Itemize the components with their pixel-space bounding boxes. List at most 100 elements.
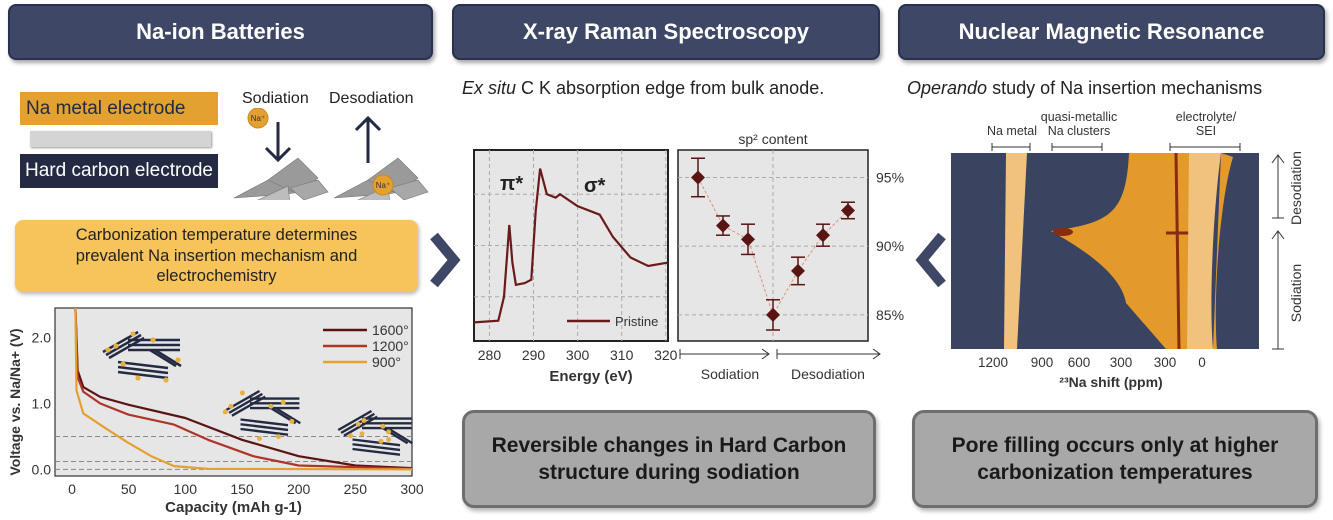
- x-tick-label: 280: [478, 347, 502, 363]
- diamond-marker: [816, 228, 830, 243]
- x-tick-label: 900: [1031, 355, 1054, 370]
- arrow-down-icon: [264, 122, 292, 163]
- header-na-ion-batteries: Na-ion Batteries: [8, 4, 433, 60]
- hard-carbon-cluster-icon: [102, 330, 182, 383]
- desodiation-label: Desodiation: [329, 90, 414, 107]
- diamond-marker: [741, 232, 755, 247]
- sodiation-arrow: [1271, 230, 1285, 350]
- x-tick-label: 1200: [978, 355, 1008, 370]
- separator: [30, 131, 211, 147]
- na-metal-electrode: Na metal electrode: [20, 92, 218, 125]
- desodiation-arrow: [1271, 154, 1285, 219]
- header-x-ray-raman: X-ray Raman Spectroscopy: [452, 4, 880, 60]
- x-tick-label: 300: [1110, 355, 1133, 370]
- hard-carbon-cluster-icon: [337, 409, 413, 456]
- voltage-capacity-chart: 1600°1200°900° 0 50 100 150 200 250 300 0.0 1.0 2.…: [7, 307, 424, 516]
- chevron-left-icon: [915, 232, 946, 288]
- series-line-900: [74, 307, 413, 471]
- sodiation-schematic: Na⁺ Na⁺: [233, 108, 429, 200]
- x-axis-label: Energy (eV): [549, 368, 632, 385]
- sodiation-label: Sodiation: [1288, 264, 1304, 322]
- x-tick-label: 300: [400, 481, 424, 497]
- sp2-content-chart: sp² content 95% 90% 85% Sodiation Desodiation: [677, 131, 904, 382]
- legend-label: 1200°: [372, 338, 409, 354]
- x-tick-label: 50: [121, 481, 137, 497]
- electrolyte-edge-band: [1213, 153, 1233, 349]
- x-tick-label: 0: [1198, 355, 1206, 370]
- x-tick-label: 320: [654, 347, 678, 363]
- svg-text:SEI: SEI: [1196, 124, 1216, 138]
- svg-text:Na clusters: Na clusters: [1048, 124, 1111, 138]
- data-point: [816, 223, 830, 247]
- svg-text:Na metal: Na metal: [987, 124, 1037, 138]
- sodium-ion-icon: Na⁺: [372, 174, 394, 196]
- spectrum-line: [473, 168, 669, 324]
- data-point: [791, 256, 805, 286]
- x-tick-label: 250: [344, 481, 368, 497]
- quasi-metallic-signal: [1051, 153, 1191, 349]
- svg-text:Na⁺: Na⁺: [251, 114, 265, 123]
- desodiation-arrow: [776, 348, 881, 360]
- x-axis-label: Capacity (mAh g-1): [165, 499, 302, 516]
- x-tick-label: 0: [68, 481, 76, 497]
- data-point: [841, 201, 855, 220]
- diamond-marker: [841, 203, 855, 218]
- sodiation-arrow: [679, 348, 770, 360]
- data-point: [741, 223, 755, 256]
- x-tick-label: 200: [287, 481, 311, 497]
- x-axis-label: ²³Na shift (ppm): [1059, 374, 1162, 390]
- pi-star-annotation: π*: [500, 173, 523, 195]
- diamond-marker: [791, 263, 805, 278]
- y-tick-label: 90%: [876, 238, 904, 254]
- data-point: [716, 215, 730, 236]
- legend-label: Pristine: [615, 314, 658, 329]
- diamond-marker: [716, 218, 730, 233]
- right-conclusion: Pore filling occurs only at higher carbo…: [912, 410, 1318, 508]
- y-tick-label: 85%: [876, 307, 904, 323]
- middle-conclusion: Reversible changes in Hard Carbon struct…: [462, 410, 876, 508]
- y-tick-label: 1.0: [32, 396, 52, 412]
- electrolyte-sei-label: electrolyte/SEI: [1169, 110, 1241, 151]
- svg-text:quasi-metallic: quasi-metallic: [1041, 110, 1117, 124]
- y-tick-label: 95%: [876, 169, 904, 185]
- sodiation-label: Sodiation: [701, 366, 759, 382]
- data-point: [766, 299, 780, 331]
- cluster-peak: [1053, 228, 1073, 236]
- sigma-star-annotation: σ*: [584, 175, 606, 197]
- legend-label: 900°: [372, 354, 401, 370]
- y-tick-label: 2.0: [32, 330, 52, 346]
- chevron-right-icon: [430, 232, 461, 288]
- na-metal-label: Na metal: [987, 124, 1037, 151]
- x-tick-label: 150: [230, 481, 254, 497]
- arrow-up-icon: [354, 115, 382, 163]
- xas-spectrum-chart: π* σ* Pristine 280 290 300 310 320 Energy (eV): [473, 149, 678, 385]
- svg-text:Na⁺: Na⁺: [376, 181, 390, 190]
- chart-title: sp² content: [738, 131, 807, 147]
- hard-carbon-electrode: Hard carbon electrode: [20, 154, 218, 188]
- x-tick-label: 600: [1068, 355, 1091, 370]
- x-tick-label: 300: [1154, 355, 1177, 370]
- svg-text:electrolyte/: electrolyte/: [1176, 110, 1237, 124]
- na-metal-band: [1004, 153, 1027, 349]
- x-tick-label: 300: [566, 347, 590, 363]
- diamond-marker: [766, 307, 780, 322]
- y-axis-label: Voltage vs. Na/Na+ (V): [7, 328, 23, 475]
- x-tick-label: 310: [610, 347, 634, 363]
- x-tick-label: 100: [174, 481, 198, 497]
- middle-subtitle: Ex situ C K absorption edge from bulk an…: [462, 78, 825, 98]
- series-line-1600: [74, 307, 413, 470]
- series-line-1200: [74, 307, 413, 470]
- desodiation-label: Desodiation: [1288, 151, 1304, 225]
- header-nmr: Nuclear Magnetic Resonance: [898, 4, 1325, 60]
- sodiation-label: Sodiation: [242, 90, 309, 107]
- sodium-ion-icon: Na⁺: [247, 108, 269, 129]
- carbon-sheet-icon: [233, 157, 329, 200]
- hard-carbon-cluster-icon: [222, 389, 301, 441]
- electrolyte-edge: [1166, 152, 1189, 350]
- x-tick-label: 290: [522, 347, 546, 363]
- callout-box: Carbonization temperature determines pre…: [15, 220, 418, 292]
- electrolyte-band: [1187, 153, 1221, 349]
- y-tick-label: 0.0: [32, 461, 52, 477]
